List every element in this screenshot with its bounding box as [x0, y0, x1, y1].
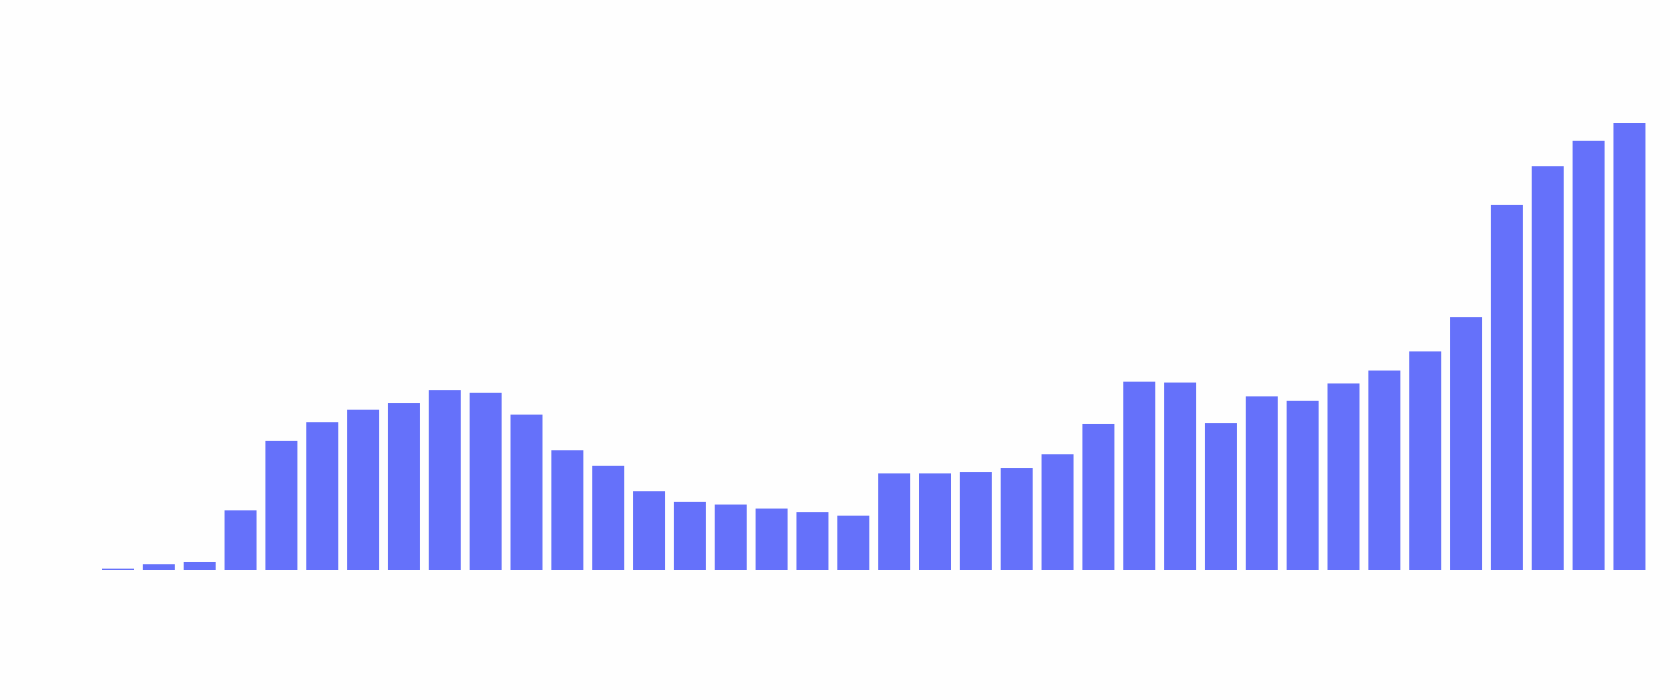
bar-22: [959, 472, 992, 570]
bar-19: [837, 515, 870, 570]
bar-38: [1613, 123, 1646, 570]
bar-group: [102, 123, 1646, 571]
bar-31: [1327, 383, 1360, 570]
bar-33: [1409, 351, 1442, 570]
bar-21: [919, 473, 951, 570]
bar-1: [102, 568, 134, 570]
bar-26: [1123, 381, 1156, 570]
bar-32: [1368, 370, 1401, 570]
bar-27: [1164, 382, 1197, 570]
bar-25: [1082, 423, 1115, 570]
bar-12: [551, 450, 584, 570]
bar-29: [1245, 396, 1278, 570]
bar-6: [306, 422, 339, 570]
bar-37: [1572, 140, 1605, 570]
bar-10: [469, 392, 502, 570]
bar-13: [592, 465, 625, 570]
bar-4: [224, 510, 257, 570]
bar-2: [142, 564, 175, 570]
bar-24: [1041, 454, 1074, 570]
bar-17: [755, 508, 788, 570]
bar-35: [1490, 204, 1523, 571]
bar-36: [1531, 166, 1564, 570]
bar-34: [1450, 317, 1483, 570]
bar-3: [183, 561, 216, 570]
bar-11: [510, 414, 543, 570]
bar-28: [1204, 423, 1237, 570]
bar-18: [796, 512, 829, 570]
bar-14: [633, 491, 666, 570]
bar-7: [347, 409, 380, 570]
bar-30: [1286, 400, 1319, 570]
bar-20: [878, 473, 911, 570]
bar-16: [714, 504, 747, 570]
bar-9: [428, 390, 461, 570]
bar-8: [387, 403, 420, 570]
bar-5: [265, 440, 298, 570]
bar-23: [1000, 468, 1033, 570]
bar-15: [673, 501, 706, 570]
